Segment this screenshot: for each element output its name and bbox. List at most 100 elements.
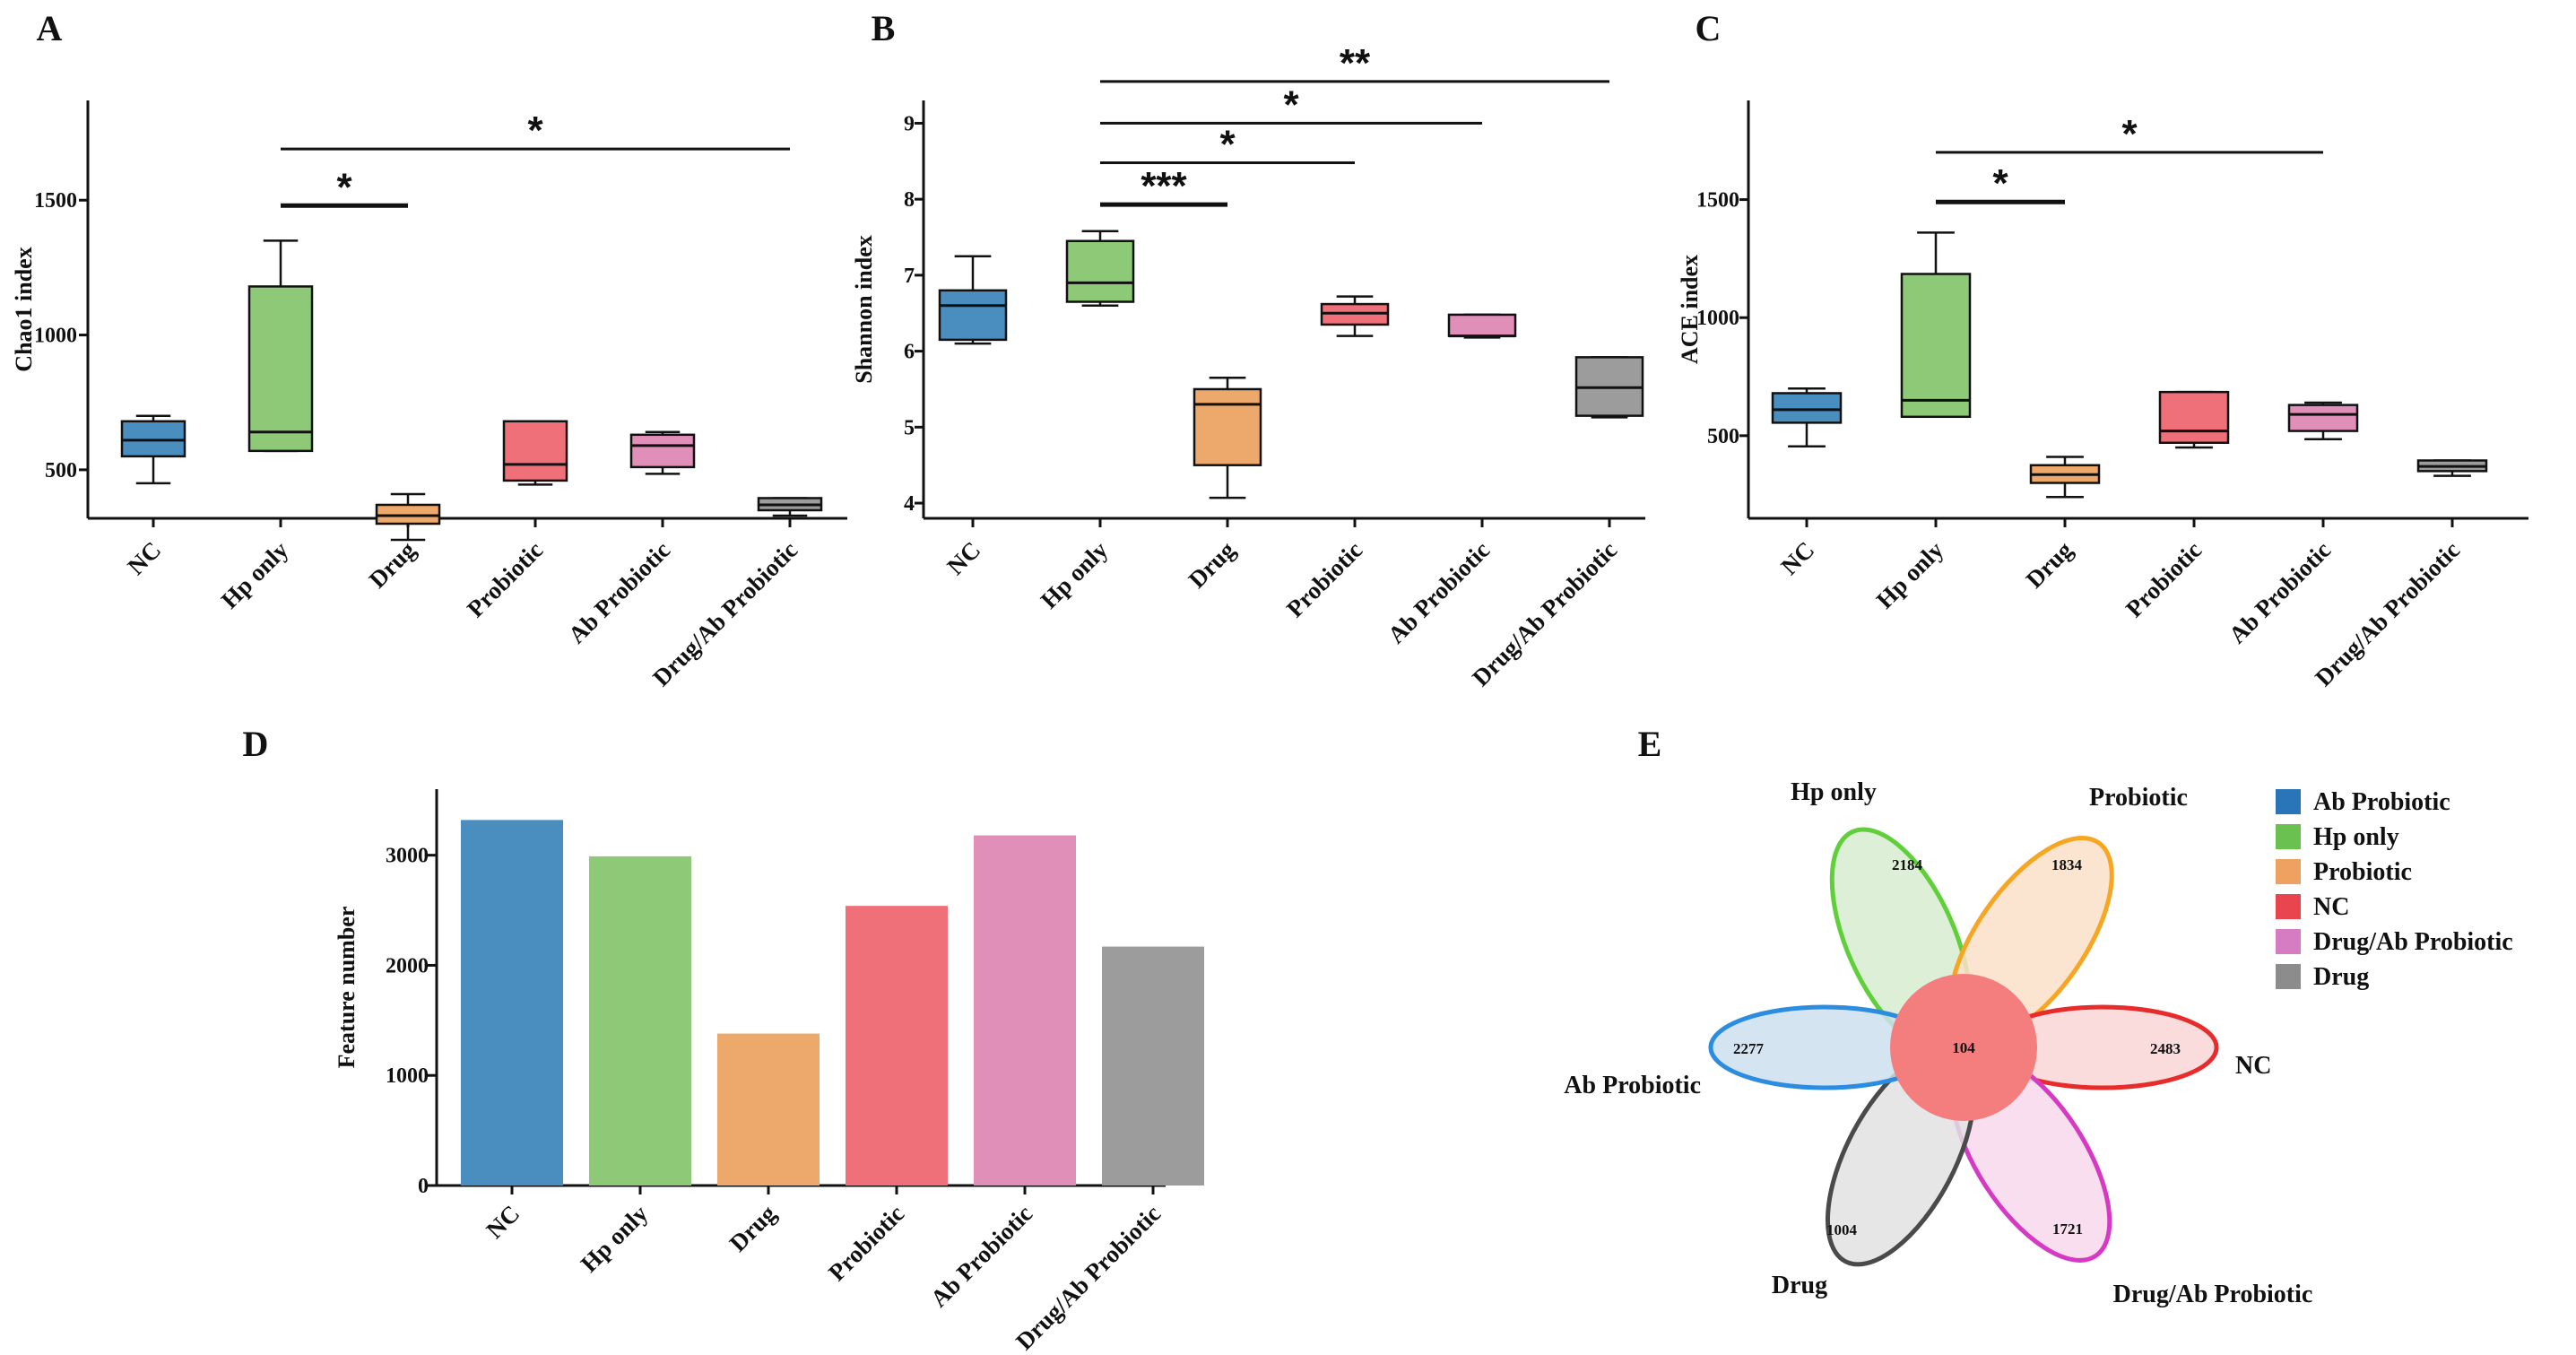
x-category-label: NC — [481, 1200, 525, 1244]
x-category-label: Hp only — [216, 536, 294, 614]
bar-probiotic — [846, 906, 948, 1186]
x-category-label: Hp only — [1871, 536, 1949, 614]
panel-B: B 4 5 6 7 8 9 Shannon index NC Hp only Drug Probiot… — [851, 8, 1645, 691]
y-tick-label: 7 — [904, 265, 915, 288]
venn-count: 2184 — [1892, 856, 1923, 873]
panel-label: B — [872, 8, 896, 48]
venn-set-name: Hp only — [1791, 778, 1877, 806]
x-category-label: Drug/Ab Probiotic — [1010, 1200, 1166, 1355]
legend-label: Ab Probiotic — [2313, 788, 2450, 816]
box-probiotic — [502, 420, 568, 482]
x-category-label: NC — [1775, 536, 1819, 580]
x-category-label: NC — [122, 536, 166, 580]
legend-label: NC — [2313, 893, 2349, 921]
panel-C: C 500 1000 1500 ACE index NC Hp only Drug Probio… — [1677, 8, 2528, 691]
x-category-label: Ab Probiotic — [2224, 536, 2336, 648]
legend-label: Drug — [2313, 963, 2369, 991]
legend-label: Probiotic — [2313, 858, 2412, 886]
venn-set-name: Drug — [1772, 1272, 1827, 1299]
y-axis-title: ACE index — [1677, 255, 1703, 364]
venn-count: 1834 — [2051, 856, 2083, 873]
panel-label: D — [243, 724, 269, 764]
y-tick-label: 1000 — [1696, 307, 1739, 330]
panel-label: C — [1696, 8, 1722, 48]
x-category-label: Probiotic — [823, 1200, 909, 1286]
significance-label: * — [2121, 112, 2138, 156]
venn-set-name: Ab Probiotic — [1564, 1072, 1701, 1099]
venn-count: 2483 — [2150, 1040, 2181, 1057]
box-drug — [1193, 387, 1262, 466]
bar-hp-only — [589, 856, 691, 1186]
venn-core-count: 104 — [1952, 1039, 1975, 1056]
venn-set-name: NC — [2235, 1052, 2271, 1080]
panel-E: E 2184 Hp only 1834 Probiotic 2483 NC 1721 Drug/… — [1564, 724, 2512, 1308]
y-tick-label: 500 — [45, 459, 77, 482]
x-category-label: Ab Probiotic — [563, 536, 675, 648]
box-ab-probiotic — [1447, 313, 1517, 337]
x-category-label: Probiotic — [462, 536, 548, 622]
legend-swatch — [2276, 964, 2301, 989]
legend-swatch — [2276, 824, 2301, 849]
x-category-label: Hp only — [576, 1200, 654, 1278]
x-category-label: Ab Probiotic — [925, 1200, 1037, 1312]
venn-set-name: Drug/Ab Probiotic — [2113, 1281, 2313, 1308]
y-axis-title: Shannon index — [851, 235, 877, 383]
y-tick-label: 1500 — [1696, 189, 1739, 213]
x-category-label: Ab Probiotic — [1383, 536, 1495, 648]
box-hp-only — [1065, 239, 1135, 303]
significance-label: * — [336, 165, 352, 209]
significance-label: *** — [1141, 164, 1187, 208]
y-axis-title: Feature number — [334, 907, 360, 1069]
y-tick-label: 5 — [904, 416, 915, 439]
y-tick-label: 1000 — [34, 325, 77, 348]
box-hp-only — [1900, 273, 1972, 419]
venn-count: 1004 — [1826, 1221, 1858, 1238]
y-tick-label: 6 — [904, 341, 915, 364]
y-tick-label: 4 — [904, 492, 915, 516]
venn-core — [1890, 974, 2037, 1121]
x-category-label: Drug — [1184, 536, 1241, 594]
box-hp-only — [247, 285, 314, 453]
y-tick-label: 3000 — [386, 845, 429, 868]
venn-count: 1721 — [2052, 1220, 2083, 1238]
y-tick-label: 1500 — [34, 189, 77, 213]
legend-swatch — [2276, 789, 2301, 814]
x-category-label: Probiotic — [2121, 536, 2207, 622]
significance-label: * — [527, 109, 543, 152]
x-category-label: Drug — [364, 536, 421, 594]
panel-label: A — [37, 8, 63, 48]
y-tick-label: 2000 — [386, 954, 429, 977]
y-tick-label: 9 — [904, 112, 915, 135]
bar-ab-probiotic — [974, 835, 1076, 1186]
box-drug — [375, 503, 441, 525]
x-category-label: Probiotic — [1281, 536, 1367, 622]
legend-swatch — [2276, 929, 2301, 954]
legend-label: Hp only — [2313, 823, 2399, 851]
significance-label: * — [1992, 161, 2008, 205]
panel-label: E — [1638, 724, 1662, 764]
legend-label: Drug/Ab Probiotic — [2313, 928, 2513, 956]
y-axis-title: Chao1 index — [11, 247, 37, 371]
significance-label: ** — [1340, 41, 1371, 85]
bar-nc — [461, 820, 563, 1186]
y-tick-label: 0 — [418, 1175, 429, 1198]
panel-A: A 500 1000 1500 Chao1 index NC Hp only Drug Prob… — [11, 8, 847, 691]
x-category-label: NC — [941, 536, 985, 580]
x-category-label: Drug — [724, 1200, 782, 1257]
bar-drug — [717, 1033, 820, 1186]
x-category-label: Hp only — [1036, 536, 1114, 614]
box-probiotic — [2158, 390, 2230, 445]
significance-label: * — [1283, 83, 1299, 126]
box-nc — [938, 289, 1008, 342]
bar-drug-ab-probiotic — [1102, 946, 1204, 1186]
venn-count: 2277 — [1733, 1040, 1765, 1057]
y-tick-label: 500 — [1707, 425, 1739, 448]
box-ab-probiotic — [629, 433, 696, 469]
box-nc — [1771, 392, 1843, 424]
box-ab-probiotic — [2287, 404, 2359, 432]
y-tick-label: 1000 — [386, 1064, 429, 1088]
x-category-label: Drug/Ab Probiotic — [2310, 536, 2465, 691]
legend-swatch — [2276, 859, 2301, 884]
venn-set-name: Probiotic — [2089, 784, 2188, 812]
